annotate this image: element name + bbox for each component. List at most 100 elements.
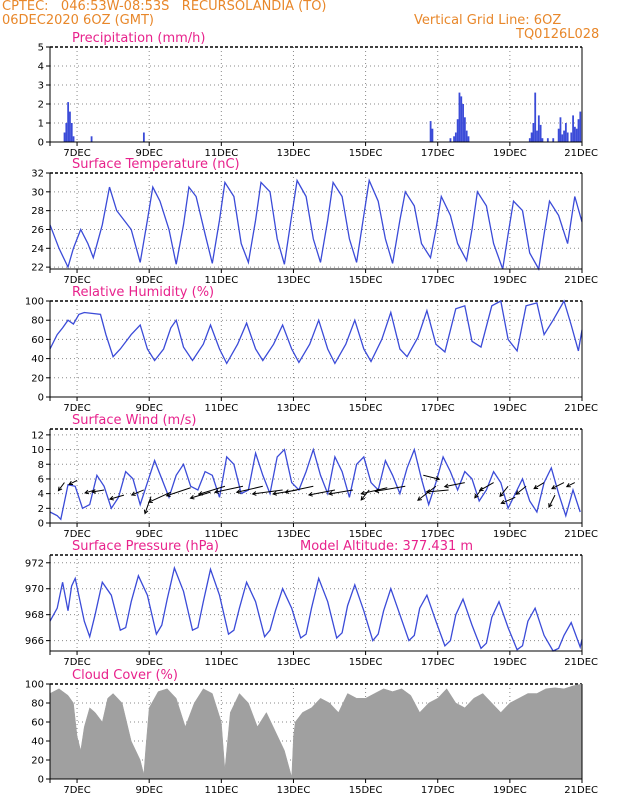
- grid: [50, 429, 582, 523]
- arrow-shaft: [92, 489, 105, 493]
- x-tick-label: 21DEC: [564, 785, 598, 796]
- y-tick-label: 968: [25, 610, 44, 621]
- precip-bar: [579, 111, 582, 142]
- panel-2: 22 24 26 28 30 32 7DEC 9DEC 11DEC 13DEC 15DEC 17DEC…: [31, 157, 598, 286]
- vertical-grid-note: Vertical Grid Line: 6OZ: [414, 13, 562, 28]
- wind-arrow: [68, 479, 78, 486]
- arrow-head: [515, 490, 521, 495]
- y-tick-label: 28: [31, 206, 44, 217]
- arrow-head: [478, 486, 484, 492]
- y-tick-label: 80: [31, 699, 44, 710]
- wind-arrow: [500, 496, 516, 505]
- precip-bar: [72, 136, 75, 142]
- precip-bar: [90, 136, 93, 142]
- wind-arrow: [443, 482, 465, 489]
- x-tick-label: 17DEC: [421, 657, 455, 668]
- arrow-head: [57, 486, 63, 492]
- arrow-shaft: [551, 482, 565, 490]
- arrow-head: [360, 495, 366, 501]
- product-code: TQ0126L028: [516, 27, 600, 42]
- precip-bar: [67, 102, 70, 142]
- arrow-shaft: [375, 485, 406, 492]
- arrow-shaft: [236, 485, 263, 493]
- arrow-shaft: [198, 485, 226, 495]
- arrow-shaft: [214, 485, 244, 493]
- y-tick-label: 6: [38, 474, 44, 485]
- wind-arrow: [130, 489, 144, 496]
- y-tick-label: 2: [38, 100, 44, 111]
- grid: [50, 47, 582, 142]
- x-tick-label: 11DEC: [204, 148, 238, 159]
- arrow-shaft: [58, 482, 65, 491]
- wind-arrow: [251, 489, 283, 496]
- precip-bar: [557, 128, 560, 142]
- precip-bar: [429, 121, 432, 142]
- panel-1: 0 1 2 3 4 5 7DEC 9DEC 11DEC 13DEC 15DEC 17DEC 19DEC 2…: [38, 31, 598, 159]
- precip-bar: [534, 92, 537, 142]
- y-tick-label: 3: [38, 81, 44, 92]
- precip-bar: [539, 124, 542, 142]
- y-tick-label: 2: [38, 504, 44, 515]
- x-tick-label: 15DEC: [349, 785, 383, 796]
- arrow-shaft: [444, 482, 465, 488]
- arrow-head: [551, 485, 556, 490]
- precip-bar: [69, 111, 71, 142]
- y-tick-label: 100: [25, 297, 44, 308]
- x-tick-label: 9DEC: [135, 403, 162, 414]
- precip-bar: [577, 119, 580, 142]
- precip-bar: [467, 136, 470, 142]
- y-tick-label: 10: [31, 445, 44, 456]
- wind-arrow: [565, 482, 576, 488]
- arrow-head: [360, 490, 366, 496]
- arrow-shaft: [515, 485, 527, 495]
- wind-arrow: [213, 485, 244, 494]
- arrow-shaft: [308, 489, 336, 496]
- x-tick-label: 9DEC: [135, 785, 162, 796]
- panel-title: Surface Pressure (hPa): [72, 539, 219, 554]
- x-tick-label: 17DEC: [421, 785, 455, 796]
- arrow-head: [548, 503, 553, 509]
- arrow-shaft: [166, 487, 191, 497]
- x-tick-label: 9DEC: [135, 148, 162, 159]
- y-tick-label: 26: [31, 225, 44, 236]
- grid: [50, 301, 582, 397]
- arrow-shaft: [360, 489, 370, 501]
- arrow-head: [235, 489, 241, 494]
- arrow-head: [307, 492, 313, 497]
- x-tick-label: 17DEC: [421, 148, 455, 159]
- y-tick-label: 5: [38, 43, 44, 54]
- y-tick-label: 32: [31, 169, 44, 180]
- arrow-shaft: [68, 479, 78, 485]
- wind-arrow: [499, 485, 509, 498]
- panel-title: Cloud Cover (%): [72, 668, 178, 683]
- y-tick-label: 20: [31, 756, 44, 767]
- precip-bar: [463, 117, 466, 142]
- y-tick-label: 1: [38, 119, 44, 130]
- y-tick-label: 8: [38, 460, 44, 471]
- wind-arrow: [143, 496, 152, 515]
- y-tick-label: 0: [38, 393, 44, 404]
- series-line: [49, 178, 583, 271]
- arrow-head: [84, 489, 90, 495]
- arrow-shaft: [252, 489, 283, 495]
- panel-subtitle: Model Altitude: 377.431 m: [300, 539, 473, 554]
- wind-arrow: [551, 482, 565, 490]
- x-tick-label: 17DEC: [421, 529, 455, 540]
- x-tick-label: 17DEC: [421, 403, 455, 414]
- x-tick-label: 13DEC: [277, 529, 311, 540]
- arrow-head: [68, 480, 74, 486]
- arrow-head: [474, 493, 479, 499]
- wind-arrow: [189, 491, 211, 500]
- series-line: [49, 299, 583, 365]
- x-tick-label: 21DEC: [564, 529, 598, 540]
- y-tick-label: 60: [31, 335, 44, 346]
- arrow-head: [435, 476, 441, 481]
- arrow-head: [130, 491, 136, 496]
- x-tick-label: 13DEC: [277, 403, 311, 414]
- wind-arrow: [417, 485, 437, 501]
- x-tick-label: 7DEC: [63, 275, 90, 286]
- x-tick-label: 19DEC: [493, 657, 527, 668]
- wind-arrow: [197, 485, 226, 496]
- x-tick-label: 15DEC: [349, 529, 383, 540]
- wind-arrow: [147, 491, 172, 503]
